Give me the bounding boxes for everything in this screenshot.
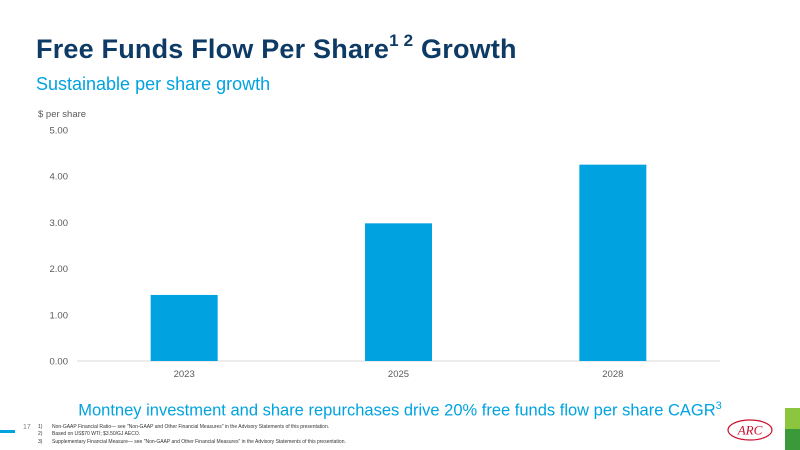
- logo-text: ARC: [737, 423, 763, 438]
- bar: [365, 223, 432, 361]
- slide-title-suffix: Growth: [413, 34, 517, 64]
- footnote-item: 2) Based on US$70 WTI; $3.50/GJ AECO.: [38, 431, 346, 438]
- y-axis-label: $ per share: [38, 109, 86, 120]
- caption-text: Montney investment and share repurchases…: [78, 401, 716, 420]
- caption-superscript: 3: [715, 400, 722, 412]
- page-number: 17: [23, 424, 31, 431]
- footnote-number: 2): [38, 431, 43, 438]
- y-tick-label: 4.00: [50, 172, 69, 183]
- bar-chart: $ per share 0.00 1.00 2.00 3.00 4.00 5.00 2023 2…: [38, 109, 720, 380]
- y-tick-label: 0.00: [50, 357, 69, 368]
- slide-caption: Montney investment and share repurchases…: [0, 400, 800, 421]
- footnotes: 1) Non-GAAP Financial Ratio— see "Non-GAA…: [38, 424, 346, 446]
- page-indicator-bar: [0, 430, 15, 433]
- accent-bar-light-green: [785, 408, 800, 429]
- slide-title: Free Funds Flow Per Share1 2 Growth: [36, 31, 517, 65]
- x-tick-label: 2023: [174, 369, 195, 380]
- footnote-text: Supplementary Financial Measure— see "No…: [52, 438, 346, 445]
- y-tick-label: 1.00: [50, 310, 69, 321]
- slide-title-text: Free Funds Flow Per Share: [36, 34, 390, 64]
- slide-subtitle: Sustainable per share growth: [36, 74, 271, 94]
- x-tick-label: 2025: [388, 369, 409, 380]
- y-tick-label: 3.00: [50, 218, 69, 229]
- y-tick-label: 5.00: [50, 126, 69, 137]
- footnote-number: 3): [38, 438, 43, 445]
- bar: [579, 164, 647, 361]
- bar: [150, 294, 218, 361]
- slide-title-superscript: 1 2: [389, 31, 414, 50]
- x-tick-label: 2028: [602, 369, 623, 380]
- footnote-text: Non-GAAP Financial Ratio— see "Non-GAAP …: [52, 424, 330, 430]
- footnote-item: 1) Non-GAAP Financial Ratio— see "Non-GAA…: [38, 424, 346, 431]
- footnote-text: Based on US$70 WTI; $3.50/GJ AECO.: [52, 431, 141, 438]
- accent-bar-dark-green: [785, 429, 800, 450]
- y-tick-label: 2.00: [50, 264, 69, 275]
- footnote-item: 3) Supplementary Financial Measure— see "…: [38, 439, 346, 446]
- arc-logo: ARC: [727, 419, 773, 441]
- footnote-number: 1): [38, 424, 43, 430]
